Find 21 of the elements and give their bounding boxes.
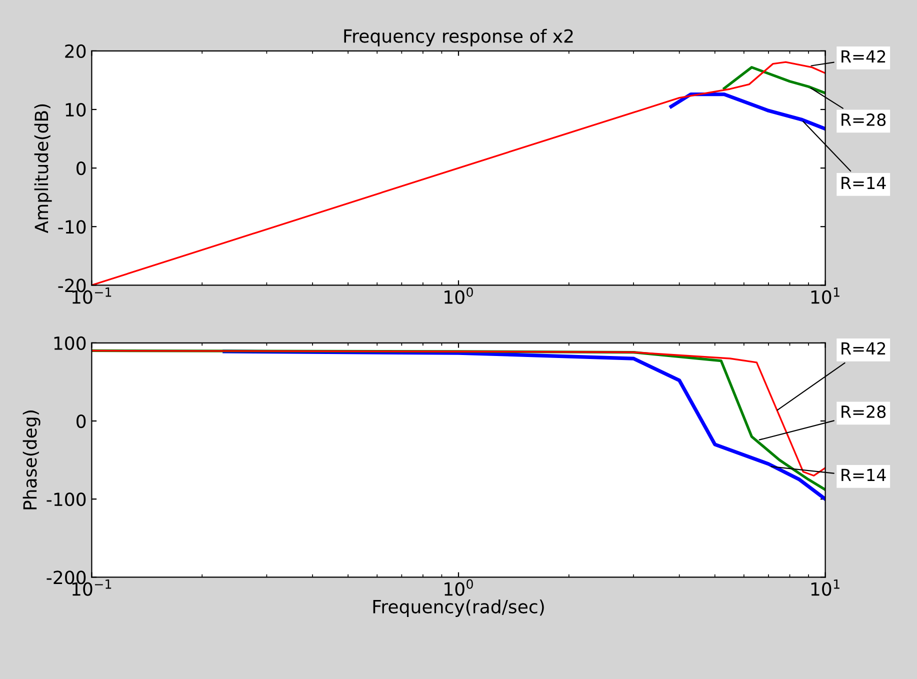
y-tick-label: 20	[65, 44, 86, 58]
y-tick-label: 0	[76, 414, 86, 428]
y-tick-label: -100	[46, 492, 86, 506]
y-tick-label: 100	[54, 336, 86, 350]
chart-title: Frequency response of x2	[344, 28, 573, 46]
y-tick-label: 0	[76, 162, 86, 176]
annotation: R=14	[842, 468, 886, 482]
x-tick-label: 10$^{1}$	[811, 579, 840, 596]
annotation: R=28	[842, 113, 886, 126]
annotation: R=42	[842, 342, 886, 355]
x-tick-label: 10$^{0}$	[444, 287, 473, 304]
annotation: R=42	[842, 50, 886, 63]
y-axis-title: Phase(deg)	[22, 410, 40, 510]
y-tick-label: -10	[58, 220, 86, 234]
y-tick-label: 10	[66, 102, 86, 117]
x-tick-label: 10$^{1}$	[811, 288, 840, 304]
y-axis-title: Amplitude(dB)	[34, 104, 52, 234]
x-axis-title: Frequency(rad/sec)	[373, 599, 544, 617]
x-tick-label: 10$^{0}$	[444, 579, 473, 596]
annotation: R=28	[842, 405, 886, 418]
annotation: R=14	[842, 176, 886, 190]
